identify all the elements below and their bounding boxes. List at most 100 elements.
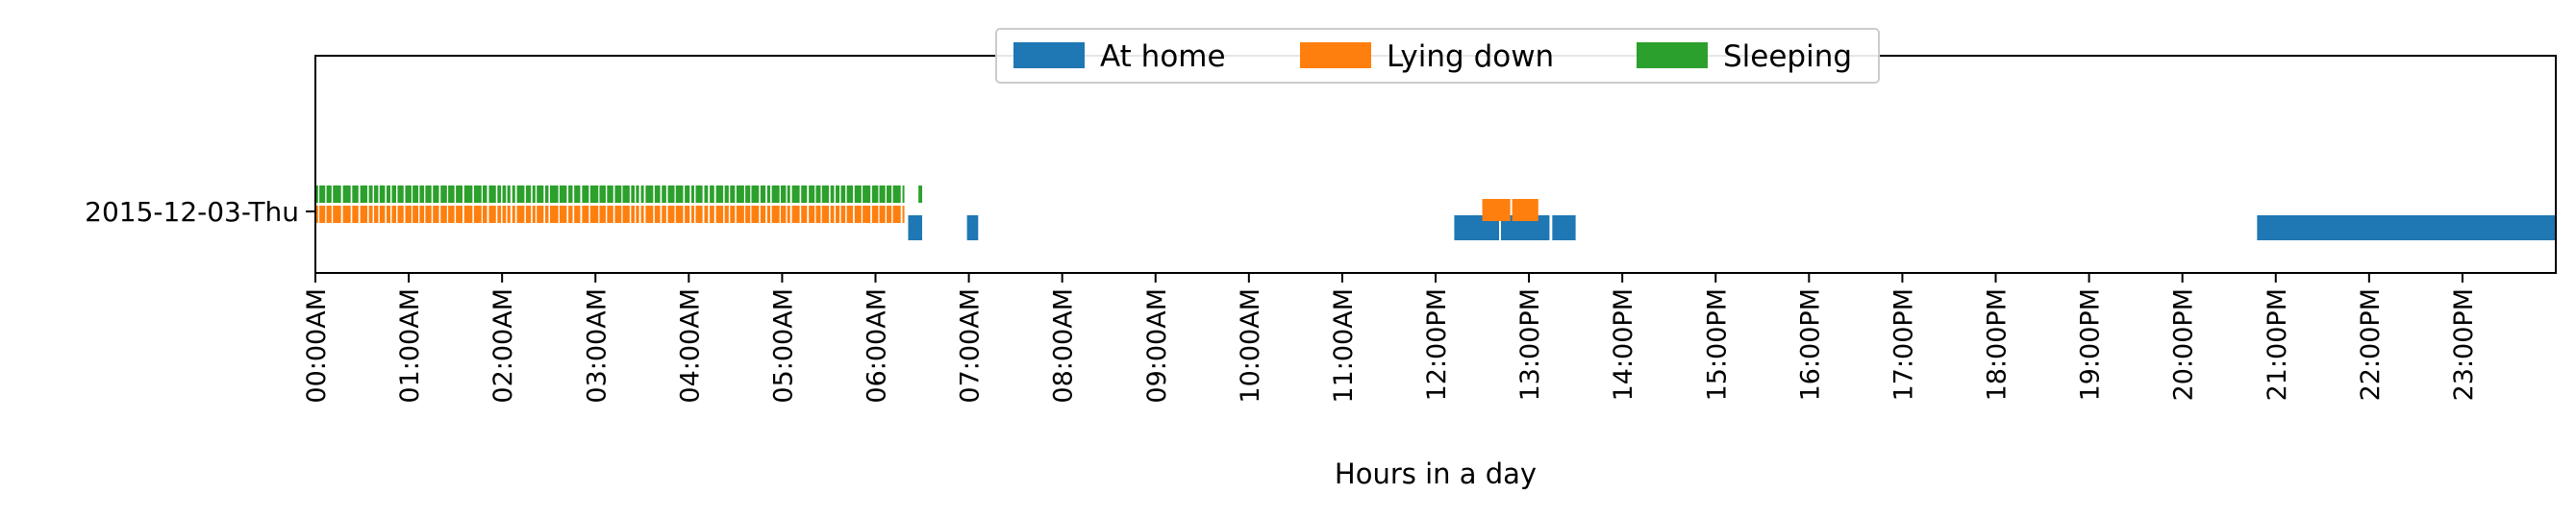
- sleeping-segment: [391, 185, 397, 203]
- sleeping-segment: [488, 185, 496, 203]
- sleeping-segment: [440, 185, 447, 203]
- sleeping-segment: [654, 185, 661, 203]
- y-axis: 2015-12-03-Thu: [85, 196, 315, 228]
- sleeping-segment: [549, 185, 559, 203]
- lying-down-segment: [386, 206, 390, 223]
- x-tick-label: 13:00PM: [1515, 288, 1545, 401]
- lying-down-segment: [379, 206, 386, 223]
- sleeping-segment: [801, 185, 808, 203]
- lying-down-segment: [537, 206, 544, 223]
- sleeping-segment: [448, 185, 455, 203]
- sleeping-segment: [771, 185, 780, 203]
- sleeping-segment: [374, 185, 379, 203]
- lying-down-segment: [463, 206, 473, 223]
- sleeping-segment: [433, 185, 439, 203]
- lying-down-segment: [315, 206, 318, 223]
- x-axis: 00:00AM 01:00AM 02:00AM 03:00AM 04:00AM 05:00…: [302, 273, 2479, 404]
- lying-down-segment: [456, 206, 463, 223]
- lying-down-segment: [622, 206, 630, 223]
- lying-down-segment: [473, 206, 482, 223]
- sleeping-segment: [507, 185, 511, 203]
- x-tick-label: 18:00PM: [1983, 288, 2013, 401]
- sleeping-segment: [360, 185, 368, 203]
- sleeping-segment: [695, 185, 703, 203]
- lying-down-segment: [715, 206, 724, 223]
- sleeping-segment: [607, 185, 613, 203]
- plot-area: [315, 56, 2556, 273]
- legend-swatch: [1013, 42, 1085, 68]
- legend: At home Lying down Sleeping: [995, 28, 1880, 84]
- lying-down-segment: [675, 206, 684, 223]
- lying-down-segment: [512, 206, 515, 223]
- x-tick-label: 08:00AM: [1049, 288, 1079, 404]
- legend-swatch: [1300, 42, 1371, 68]
- sleeping-segment: [405, 185, 412, 203]
- lying-down-segment: [516, 206, 525, 223]
- lying-down-segment: [685, 206, 690, 223]
- sleeping-segment: [425, 185, 432, 203]
- lying-down-segment: [809, 206, 815, 223]
- x-tick-label: 11:00AM: [1329, 288, 1359, 404]
- x-tick-label: 07:00AM: [956, 288, 986, 404]
- lying-down-segment: [766, 206, 771, 223]
- lying-down-segment: [887, 206, 892, 223]
- lying-down-segment: [413, 206, 419, 223]
- sleeping-segment: [352, 185, 359, 203]
- sleeping-segment: [537, 185, 544, 203]
- lying-down-segment: [525, 206, 532, 223]
- lying-down-segment: [488, 206, 496, 223]
- sleeping-segment: [559, 185, 567, 203]
- lying-down-segment: [879, 206, 886, 223]
- sleeping-segment: [667, 185, 675, 203]
- lying-down-segment: [662, 206, 666, 223]
- lying-down-segment: [815, 206, 821, 223]
- lying-down-segment: [690, 206, 694, 223]
- sleeping-segment: [675, 185, 684, 203]
- sleeping-segment: [574, 185, 581, 203]
- lying-down-segment: [667, 206, 675, 223]
- sleeping-segment: [386, 185, 390, 203]
- sleeping-segment: [830, 185, 835, 203]
- lying-down-segment: [360, 206, 368, 223]
- sleeping-segment: [379, 185, 386, 203]
- x-tick-label: 04:00AM: [675, 288, 705, 404]
- sleeping-segment: [512, 185, 515, 203]
- sleeping-segment: [871, 185, 879, 203]
- lying-down-segment: [419, 206, 425, 223]
- at-home-segment: [966, 215, 979, 240]
- lying-down-segment: [751, 206, 760, 223]
- sleeping-segment: [497, 185, 502, 203]
- lying-down-segment: [1482, 199, 1511, 221]
- lying-down-segment: [836, 206, 840, 223]
- sleeping-segment: [516, 185, 525, 203]
- lying-down-segment: [854, 206, 862, 223]
- lying-down-segment: [636, 206, 639, 223]
- sleeping-segment: [690, 185, 694, 203]
- sleeping-segment: [766, 185, 771, 203]
- lying-down-segment: [614, 206, 622, 223]
- lying-down-segment: [631, 206, 636, 223]
- sleeping-segment: [319, 185, 326, 203]
- sleeping-segment: [397, 185, 404, 203]
- x-tick-label: 22:00PM: [2356, 288, 2386, 401]
- sleeping-segment: [645, 185, 654, 203]
- sleeping-segment: [532, 185, 536, 203]
- lying-down-segment: [374, 206, 379, 223]
- sleeping-segment: [704, 185, 709, 203]
- sleeping-segment: [751, 185, 760, 203]
- lying-down-segment: [549, 206, 559, 223]
- lying-down-segment: [902, 206, 905, 223]
- x-tick-label: 14:00PM: [1609, 288, 1638, 401]
- sleeping-segment: [685, 185, 690, 203]
- sleeping-segment: [730, 185, 736, 203]
- lying-down-segment: [730, 206, 736, 223]
- lying-down-segment: [892, 206, 901, 223]
- sleeping-segment: [710, 185, 714, 203]
- legend-entry: Sleeping: [1723, 39, 1852, 74]
- at-home-segment: [908, 215, 923, 240]
- lying-down-segment: [333, 206, 341, 223]
- lying-down-segment: [760, 206, 766, 223]
- lying-down-segment: [871, 206, 879, 223]
- x-tick-label: 03:00AM: [582, 288, 612, 404]
- sleeping-segment: [640, 185, 644, 203]
